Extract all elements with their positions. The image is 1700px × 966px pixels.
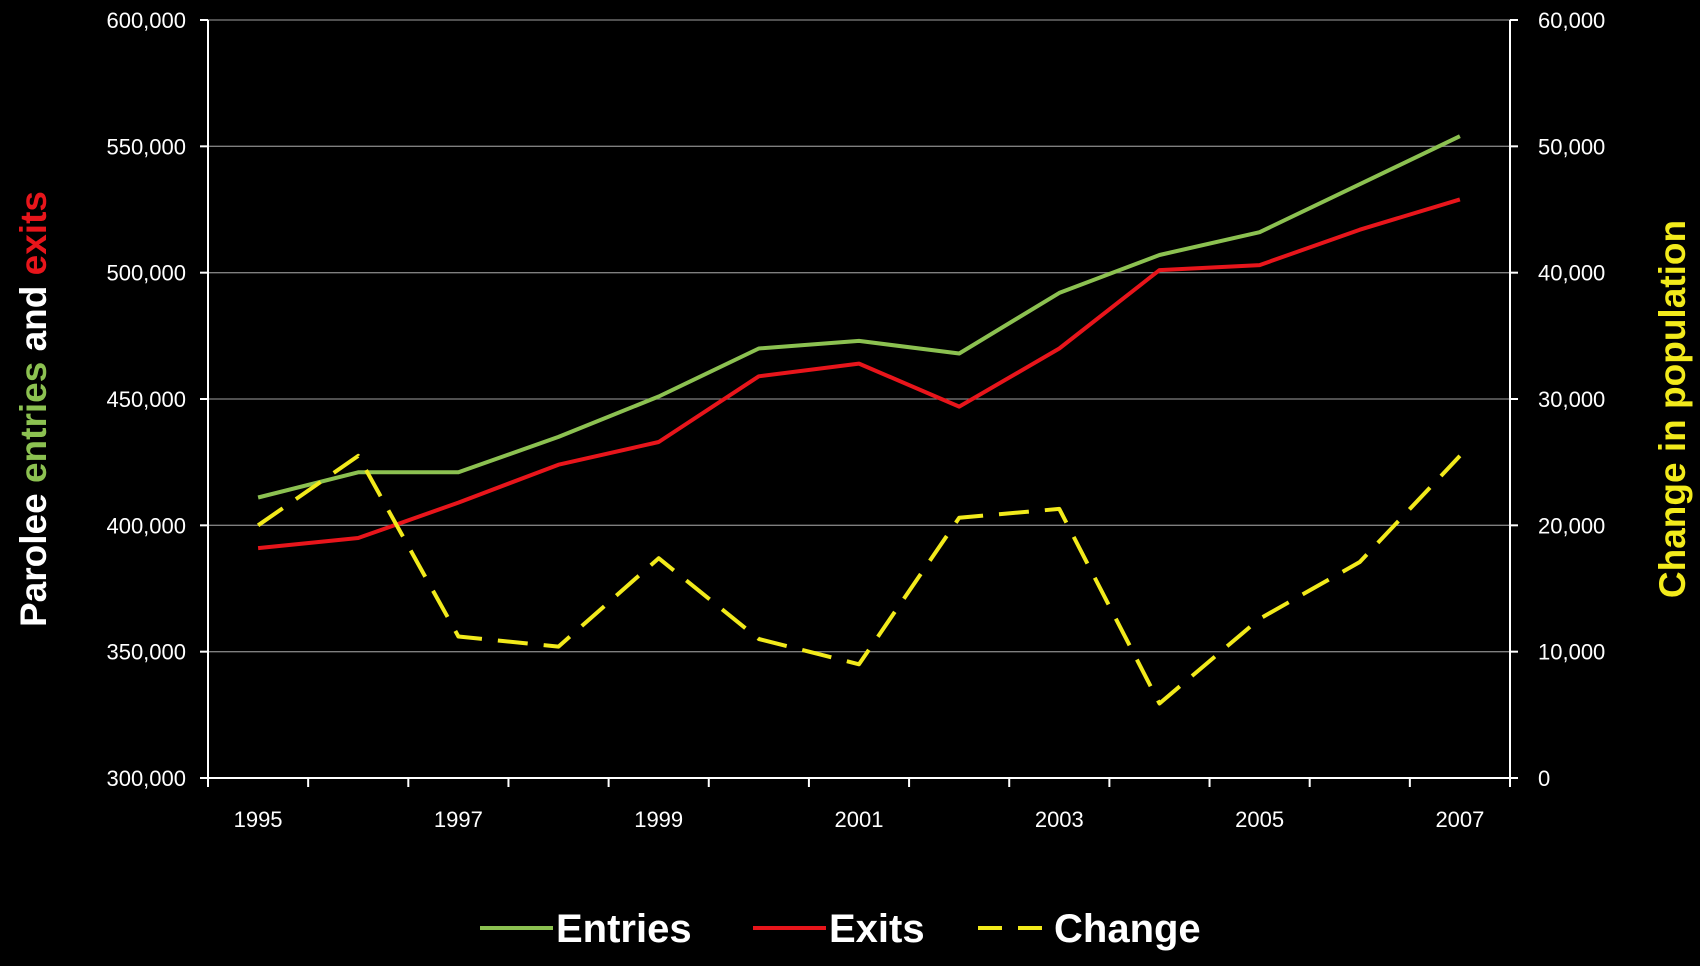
gridlines <box>208 19 1510 653</box>
y-left-tick-label: 400,000 <box>106 513 186 538</box>
series-line-change <box>256 453 1462 706</box>
x-tick-label: 2001 <box>835 807 884 832</box>
x-tick-label: 2003 <box>1035 807 1084 832</box>
y-right-tick-label: 60,000 <box>1538 8 1605 33</box>
y-right-tick-label: 20,000 <box>1538 513 1605 538</box>
series-line-exits <box>257 197 1461 551</box>
y-right-tick-label: 50,000 <box>1538 134 1605 159</box>
y-left-tick-label: 600,000 <box>106 8 186 33</box>
y-left-tick-label: 350,000 <box>106 640 186 665</box>
axes <box>200 19 1518 787</box>
y-left-axis-title-part: Parolee <box>13 483 54 627</box>
x-tick-label: 2005 <box>1235 807 1284 832</box>
x-tick-label: 1997 <box>434 807 483 832</box>
x-tick-labels: 1995 1997 1999 2001 2003 2005 2007 <box>234 807 1485 832</box>
y-left-axis-title: Parolee entries and exits <box>13 191 54 627</box>
y-left-tick-label: 500,000 <box>106 261 186 286</box>
y-right-axis-title: Change in population <box>1652 220 1693 598</box>
y-left-tick-label: 300,000 <box>106 766 186 791</box>
legend: Entries Exits Change <box>480 907 1201 951</box>
y-left-axis-title-part: exits <box>13 191 54 275</box>
y-right-tick-label: 30,000 <box>1538 387 1605 412</box>
legend-label-entries: Entries <box>556 907 692 951</box>
series-line-entries <box>257 134 1461 500</box>
y-right-tick-labels: 0 10,000 20,000 30,000 40,000 50,000 60,000 <box>1538 8 1605 791</box>
legend-label-exits: Exits <box>829 907 925 951</box>
legend-label-change: Change <box>1054 907 1201 951</box>
x-tick-label: 1995 <box>234 807 283 832</box>
y-left-axis-title-part: entries <box>13 362 54 483</box>
y-left-tick-labels: 300,000 350,000 400,000 450,000 500,000 550,0… <box>106 8 186 791</box>
y-right-tick-label: 40,000 <box>1538 261 1605 286</box>
x-tick-label: 2007 <box>1435 807 1484 832</box>
y-left-tick-label: 550,000 <box>106 134 186 159</box>
y-left-tick-label: 450,000 <box>106 387 186 412</box>
y-right-tick-label: 10,000 <box>1538 640 1605 665</box>
y-right-tick-label: 0 <box>1538 766 1550 791</box>
y-left-axis-title-part: and <box>13 275 54 361</box>
x-tick-label: 1999 <box>634 807 683 832</box>
series-lines <box>256 134 1462 706</box>
